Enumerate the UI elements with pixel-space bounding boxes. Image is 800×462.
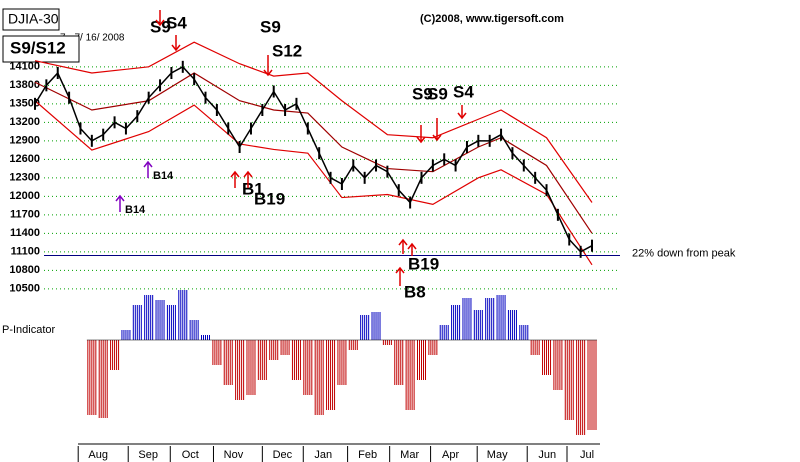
x-tick-label: Nov xyxy=(224,449,244,461)
y-tick-label: 12300 xyxy=(9,172,40,184)
signal-arrow-head xyxy=(243,170,253,178)
signal-arrow-head xyxy=(416,136,426,144)
x-tick-label: Mar xyxy=(400,449,419,461)
band-line xyxy=(34,41,593,203)
signal-box xyxy=(2,35,80,63)
x-tick-label: Jan xyxy=(314,449,332,461)
y-tick-label: 12000 xyxy=(9,190,40,202)
signal-arrow-head xyxy=(395,266,405,274)
x-tick-label: Aug xyxy=(88,449,108,461)
signal-arrow-head xyxy=(398,238,408,246)
x-tick-label: Dec xyxy=(273,449,293,461)
chart-title: DJIA-30 xyxy=(8,11,59,27)
signal-arrow-head xyxy=(457,112,467,120)
x-tick-label: Jul xyxy=(580,449,594,461)
y-tick-label: 11400 xyxy=(10,227,40,239)
signal-arrow-head xyxy=(407,242,417,250)
signal-arrow-head xyxy=(143,160,153,168)
signal-label: S9 xyxy=(260,17,281,36)
signal-label: S12 xyxy=(272,41,302,60)
indicator-label: P-Indicator xyxy=(2,324,56,336)
signal-box-text: S9/S12 xyxy=(10,38,66,57)
y-tick-label: 10800 xyxy=(9,264,40,276)
y-tick-label: 12600 xyxy=(9,153,40,165)
y-tick-label: 14100 xyxy=(9,61,40,73)
signal-arrow-head xyxy=(115,194,125,202)
signal-label: S9 xyxy=(427,84,448,103)
date-text: 7 - 7/ 16/ 2008 xyxy=(60,33,125,44)
x-tick-label: Feb xyxy=(358,449,377,461)
y-tick-label: 11100 xyxy=(11,246,40,258)
signal-label: B8 xyxy=(404,282,426,301)
signal-label: B14 xyxy=(153,170,174,182)
x-tick-label: Sep xyxy=(138,449,158,461)
signal-label: B19 xyxy=(408,254,439,273)
y-tick-label: 13200 xyxy=(9,116,40,128)
signal-arrow-head xyxy=(171,44,181,52)
signal-label: B14 xyxy=(125,204,146,216)
x-tick-label: Apr xyxy=(442,449,459,461)
signal-label: S9 xyxy=(412,84,433,103)
signal-arrow-head xyxy=(263,69,273,77)
x-tick-label: Jun xyxy=(538,449,556,461)
y-tick-label: 13800 xyxy=(9,79,40,91)
reference-label: 22% down from peak xyxy=(632,247,736,259)
title-box xyxy=(2,8,60,31)
signal-label: S4 xyxy=(166,13,187,32)
y-tick-label: 12900 xyxy=(9,135,40,147)
signal-arrow-head xyxy=(155,19,165,27)
price-line xyxy=(34,65,593,253)
signal-label: B19 xyxy=(254,189,285,208)
copyright: (C)2008, www.tigersoft.com xyxy=(420,13,564,25)
band-line xyxy=(34,72,593,234)
signal-arrow-head xyxy=(432,134,442,142)
y-tick-label: 11700 xyxy=(10,209,40,221)
y-tick-label: 10500 xyxy=(9,283,40,295)
signal-label: S4 xyxy=(453,82,474,101)
signal-label: S9 xyxy=(150,17,171,36)
y-tick-label: 13500 xyxy=(9,98,40,110)
band-line xyxy=(34,100,593,266)
x-tick-label: Oct xyxy=(182,449,199,461)
x-tick-label: May xyxy=(487,449,508,461)
signal-arrow-head xyxy=(230,170,240,178)
